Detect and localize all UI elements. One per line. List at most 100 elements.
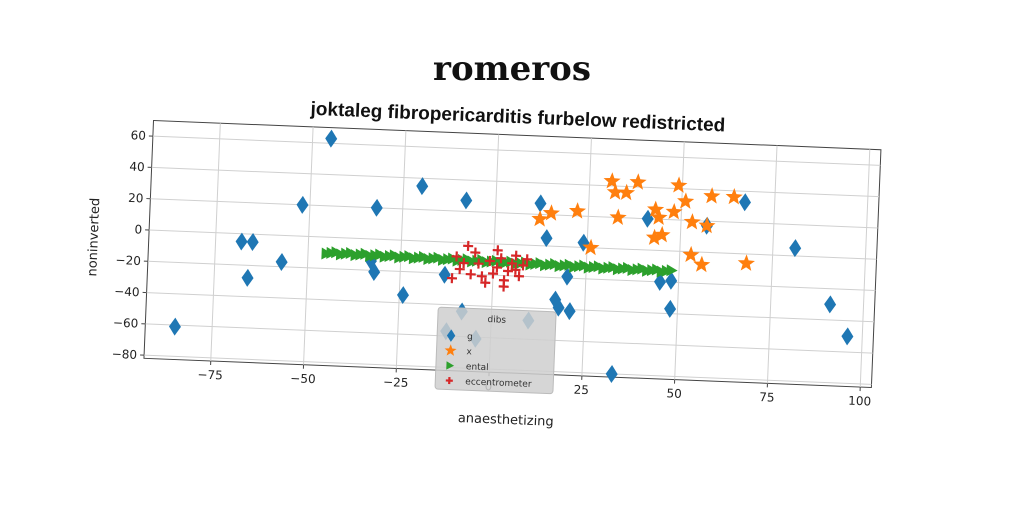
legend-entry: ental — [466, 362, 489, 373]
x-gridline — [395, 130, 407, 369]
point-g — [438, 265, 451, 284]
point-x — [653, 225, 671, 243]
legend-box — [434, 306, 557, 395]
legend-entry: eccentrometer — [465, 377, 532, 390]
y-gridline — [147, 260, 876, 292]
point-g — [540, 229, 553, 248]
y-tick-label: −60 — [113, 316, 139, 331]
point-g — [241, 268, 254, 287]
point-eccentrometer — [480, 277, 491, 288]
figure-suptitle: romeros — [433, 49, 591, 89]
point-eccentrometer — [518, 260, 529, 271]
point-x — [665, 202, 683, 220]
point-g — [605, 364, 618, 383]
y-tick-label: 60 — [130, 128, 146, 143]
point-eccentrometer — [491, 262, 503, 273]
point-eccentrometer — [463, 240, 474, 252]
point-x — [737, 254, 755, 271]
legend-marker — [446, 329, 456, 342]
x-gridline — [581, 138, 592, 376]
x-tick-label: −25 — [383, 375, 409, 390]
y-gridline — [152, 135, 881, 166]
point-eccentrometer — [496, 253, 507, 264]
point-g — [665, 271, 678, 290]
legend-title: dibs — [487, 315, 506, 326]
x-gridline — [303, 126, 314, 365]
x-gridline — [210, 123, 221, 362]
point-g — [654, 272, 667, 291]
point-g — [738, 193, 751, 212]
point-x — [629, 173, 647, 190]
point-g — [368, 262, 381, 281]
point-eccentrometer — [492, 245, 503, 256]
legend: dibs gx ental eccentrometer — [434, 306, 557, 395]
x-gridline — [766, 145, 778, 384]
point-x — [683, 213, 701, 230]
data-marks — [168, 129, 854, 383]
y-gridline — [149, 229, 877, 260]
point-x — [618, 183, 636, 201]
point-eccentrometer — [454, 264, 465, 275]
point-g — [370, 198, 383, 217]
x-tick-label: 100 — [848, 394, 871, 409]
point-eccentrometer — [513, 271, 525, 282]
point-eccentrometer — [473, 258, 484, 269]
point-eccentrometer — [522, 254, 533, 265]
x-tick-label: 50 — [666, 386, 682, 401]
y-tick-label: −40 — [114, 284, 140, 299]
point-g — [296, 195, 309, 214]
point-x — [568, 202, 587, 219]
gridlines — [144, 123, 881, 388]
y-gridline — [151, 166, 880, 198]
x-gridline — [859, 149, 871, 388]
point-x — [606, 183, 624, 200]
point-x — [542, 204, 560, 221]
point-eccentrometer — [458, 257, 469, 269]
x-tick-label: 75 — [759, 390, 775, 405]
legend-entry: x — [466, 347, 472, 357]
point-g — [563, 302, 576, 321]
point-x — [609, 208, 627, 226]
point-x — [603, 172, 621, 189]
point-g — [824, 295, 837, 314]
y-gridline — [146, 292, 875, 323]
point-eccentrometer — [446, 273, 458, 284]
point-x — [682, 245, 700, 263]
point-eccentrometer — [510, 264, 521, 275]
y-gridline — [150, 198, 878, 229]
point-eccentrometer — [498, 281, 509, 292]
point-x — [645, 228, 664, 246]
point-eccentrometer — [488, 268, 499, 279]
y-tick-label: −20 — [115, 253, 141, 268]
point-g — [534, 194, 547, 213]
point-g — [235, 232, 248, 251]
x-tick-label: −75 — [197, 367, 223, 382]
point-eccentrometer — [484, 255, 495, 266]
point-x — [582, 238, 600, 256]
point-x — [650, 208, 668, 226]
point-eccentrometer — [476, 271, 487, 282]
point-x — [647, 200, 665, 218]
point-g — [416, 177, 429, 196]
y-tick-label: 0 — [134, 222, 142, 236]
y-tick-label: 20 — [128, 191, 144, 206]
point-x — [670, 176, 688, 193]
x-gridline — [674, 141, 685, 380]
legend-marker — [444, 344, 457, 356]
legend-entry: g — [467, 332, 473, 342]
point-x — [703, 187, 721, 204]
point-eccentrometer — [451, 251, 462, 262]
point-g — [246, 233, 259, 252]
point-g — [460, 191, 473, 210]
point-g — [275, 252, 288, 271]
point-g — [789, 239, 802, 258]
point-g — [577, 233, 590, 252]
point-eccentrometer — [507, 258, 518, 269]
point-g — [841, 327, 854, 346]
point-x — [698, 216, 716, 234]
x-tick-label: −50 — [290, 371, 316, 386]
x-tick-label: 25 — [573, 383, 589, 398]
y-tick-label: 40 — [129, 160, 145, 175]
